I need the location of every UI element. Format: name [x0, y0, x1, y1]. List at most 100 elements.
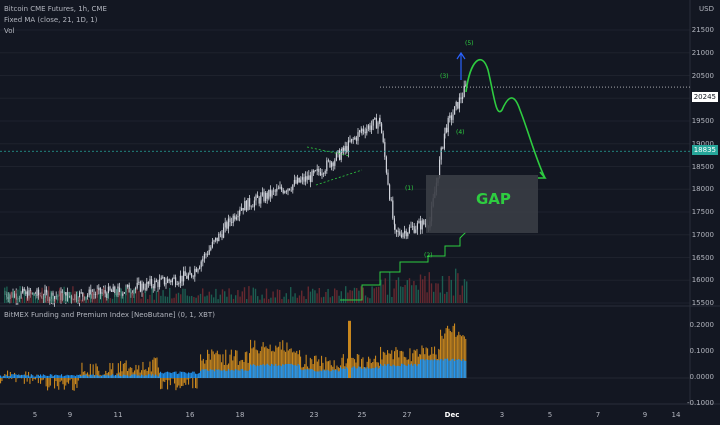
premium-bar — [454, 323, 456, 378]
funding-bar — [326, 369, 328, 378]
candle-body — [28, 290, 30, 300]
funding-bar — [358, 366, 360, 378]
candle-body — [186, 275, 188, 279]
candle-body — [213, 240, 215, 242]
premium-bar — [152, 359, 154, 378]
volume-bar — [301, 290, 303, 303]
premium-bar — [183, 378, 185, 383]
volume-bar — [290, 287, 292, 303]
volume-bar — [122, 296, 125, 303]
premium-bar — [362, 357, 364, 378]
volume-bar — [125, 286, 127, 303]
premium-bar — [342, 354, 344, 378]
premium-bar — [293, 351, 295, 378]
funding-bar — [368, 368, 370, 378]
candle-body — [143, 283, 145, 289]
volume-bar — [406, 280, 408, 303]
premium-bar — [119, 372, 121, 378]
candle-body — [176, 284, 178, 286]
funding-bar — [441, 359, 443, 378]
candle-body — [141, 283, 143, 292]
volume-bar — [450, 279, 452, 303]
ma-indicator-label[interactable]: Fixed MA (close, 21, 1D, 1) — [4, 16, 98, 24]
premium-bar — [96, 366, 98, 378]
volume-bar — [45, 296, 48, 303]
funding-bar — [94, 376, 96, 378]
funding-bar — [109, 375, 111, 378]
premium-bar — [451, 332, 453, 378]
volume-bar — [318, 287, 320, 303]
funding-bar — [265, 364, 267, 378]
funding-bar — [28, 375, 30, 378]
volume-bar — [347, 292, 349, 303]
candle-body — [234, 215, 236, 220]
volume-bar — [400, 286, 402, 303]
funding-bar — [322, 369, 324, 378]
candle-body — [224, 222, 226, 228]
funding-bar — [193, 371, 195, 378]
premium-bar — [77, 378, 79, 381]
candle-body — [195, 268, 197, 272]
funding-bar — [174, 371, 176, 378]
funding-bar — [145, 375, 147, 378]
premium-bar — [279, 341, 281, 378]
funding-bar — [33, 376, 35, 378]
volume-bar — [199, 293, 202, 303]
candle-body — [332, 162, 334, 166]
funding-bar — [232, 370, 234, 378]
candle-body — [14, 293, 16, 298]
funding-bar — [92, 374, 94, 378]
volume-bar — [241, 291, 243, 303]
volume-bar — [463, 279, 466, 303]
candle-body — [235, 217, 237, 220]
volume-bar — [32, 292, 34, 303]
candle-body — [371, 125, 373, 130]
premium-bar — [66, 378, 68, 383]
premium-bar — [449, 330, 451, 378]
candle-body — [399, 231, 401, 235]
volume-bar — [338, 295, 340, 303]
funding-bar — [257, 365, 259, 378]
candle-body — [407, 232, 409, 237]
volume-bar — [435, 283, 437, 303]
funding-bar — [375, 367, 377, 378]
funding-bar — [1, 376, 3, 378]
premium-bar — [120, 361, 122, 378]
candle-body — [122, 293, 124, 296]
volume-label[interactable]: Vol — [4, 27, 15, 35]
volume-bar — [232, 298, 235, 303]
candle-body — [298, 177, 300, 183]
candle-body — [263, 192, 265, 201]
candle-body — [128, 284, 130, 293]
volume-bar — [41, 287, 43, 303]
volume-bar — [294, 293, 296, 303]
funding-bar — [335, 370, 337, 378]
candle-body — [179, 275, 181, 284]
volume-bar — [114, 293, 116, 303]
funding-bar — [415, 364, 417, 378]
candle-body — [379, 118, 381, 124]
candle-body — [218, 233, 220, 242]
price-tick-label: 16500 — [691, 253, 714, 262]
volume-bar — [309, 291, 312, 303]
funding-bar — [0, 375, 2, 378]
candle-body — [210, 247, 212, 250]
volume-bar — [197, 295, 199, 303]
volume-bar — [65, 295, 67, 303]
candle-body — [372, 119, 374, 126]
candle-body — [147, 281, 149, 284]
funding-bar — [341, 368, 343, 378]
funding-bar — [247, 370, 249, 378]
funding-indicator-label[interactable]: BitMEX Funding and Premium Index [NeoBut… — [4, 311, 215, 319]
funding-bar — [182, 371, 184, 378]
funding-bar — [192, 371, 194, 378]
volume-bar — [131, 292, 133, 303]
funding-bar — [332, 369, 334, 378]
funding-bar — [65, 375, 67, 378]
volume-bar — [415, 285, 417, 303]
funding-bar — [23, 374, 25, 378]
premium-bar — [70, 378, 72, 379]
funding-bar — [183, 372, 185, 378]
symbol-title[interactable]: Bitcoin CME Futures, 1h, CME — [4, 5, 107, 13]
